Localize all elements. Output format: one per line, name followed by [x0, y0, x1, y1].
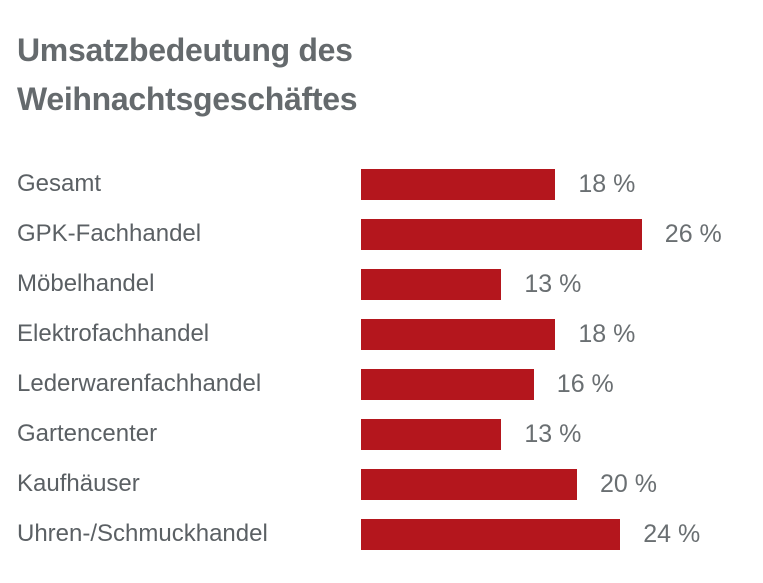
bar [361, 419, 502, 450]
bar [361, 169, 556, 200]
value-label: 18 % [578, 320, 636, 348]
category-label: Lederwarenfachhandel [17, 370, 262, 397]
bar [361, 219, 642, 250]
category-label: Kaufhäuser [17, 470, 140, 497]
chart-title-line-1: Umsatzbedeutung des [17, 32, 353, 68]
category-label: Uhren-/Schmuckhandel [17, 520, 268, 547]
bar [361, 369, 534, 400]
category-label: Gesamt [17, 170, 102, 197]
category-label: Möbelhandel [17, 270, 155, 297]
value-label: 16 % [556, 370, 614, 398]
bar [361, 519, 621, 550]
chart-title-line-2: Weihnachtsgeschäftes [17, 81, 358, 117]
category-label: Elektrofachhandel [17, 320, 210, 347]
value-label: 26 % [664, 220, 722, 248]
category-label: GPK-Fachhandel [17, 220, 202, 247]
value-label: 13 % [524, 420, 582, 448]
value-label: 20 % [600, 470, 657, 498]
bar [361, 269, 502, 300]
value-label: 18 % [578, 170, 636, 198]
value-label: 24 % [643, 520, 701, 548]
value-label: 13 % [524, 270, 582, 298]
bar [361, 469, 577, 500]
bar [361, 319, 556, 350]
category-label: Gartencenter [17, 420, 158, 447]
